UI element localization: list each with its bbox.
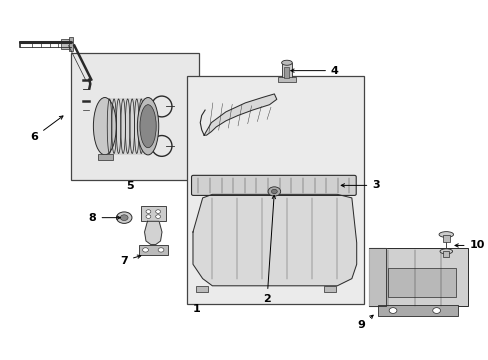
Ellipse shape	[439, 249, 452, 254]
Text: 6: 6	[31, 116, 63, 142]
Bar	[139, 244, 167, 255]
Circle shape	[120, 215, 128, 221]
Bar	[71, 53, 199, 180]
Circle shape	[142, 248, 148, 252]
Ellipse shape	[281, 60, 292, 65]
Bar	[324, 286, 335, 292]
Text: 8: 8	[89, 213, 120, 222]
Circle shape	[267, 187, 280, 196]
Bar	[368, 248, 467, 306]
Circle shape	[388, 308, 396, 314]
Text: 2: 2	[263, 195, 275, 304]
Bar	[187, 76, 363, 304]
Text: 4: 4	[290, 66, 338, 76]
Bar	[281, 63, 292, 79]
Ellipse shape	[438, 231, 453, 237]
Circle shape	[155, 210, 160, 213]
Circle shape	[432, 308, 440, 314]
Bar	[443, 251, 448, 257]
Bar	[82, 88, 91, 111]
Text: 1: 1	[193, 303, 201, 314]
Bar	[68, 37, 73, 51]
Bar	[387, 268, 455, 297]
Bar	[98, 154, 113, 160]
Ellipse shape	[140, 105, 156, 148]
Text: 5: 5	[126, 181, 134, 191]
Circle shape	[271, 189, 277, 194]
Bar	[277, 77, 296, 82]
Polygon shape	[203, 94, 276, 135]
Text: 7: 7	[120, 255, 141, 266]
FancyBboxPatch shape	[191, 175, 355, 195]
Bar	[378, 305, 457, 316]
Bar	[196, 286, 207, 292]
Polygon shape	[193, 194, 356, 286]
Circle shape	[146, 210, 150, 213]
Polygon shape	[368, 248, 385, 306]
Bar	[104, 98, 150, 155]
Text: 10: 10	[454, 240, 484, 251]
Bar	[442, 234, 449, 242]
Ellipse shape	[93, 98, 116, 155]
Bar	[141, 206, 166, 221]
Text: 3: 3	[341, 180, 379, 190]
Text: 9: 9	[357, 315, 372, 330]
Ellipse shape	[137, 98, 159, 155]
Ellipse shape	[80, 110, 93, 118]
Circle shape	[146, 215, 150, 219]
Circle shape	[158, 248, 163, 252]
Circle shape	[155, 215, 160, 219]
Polygon shape	[144, 221, 162, 244]
Bar	[61, 39, 72, 49]
Circle shape	[116, 212, 132, 224]
Bar	[283, 67, 289, 78]
